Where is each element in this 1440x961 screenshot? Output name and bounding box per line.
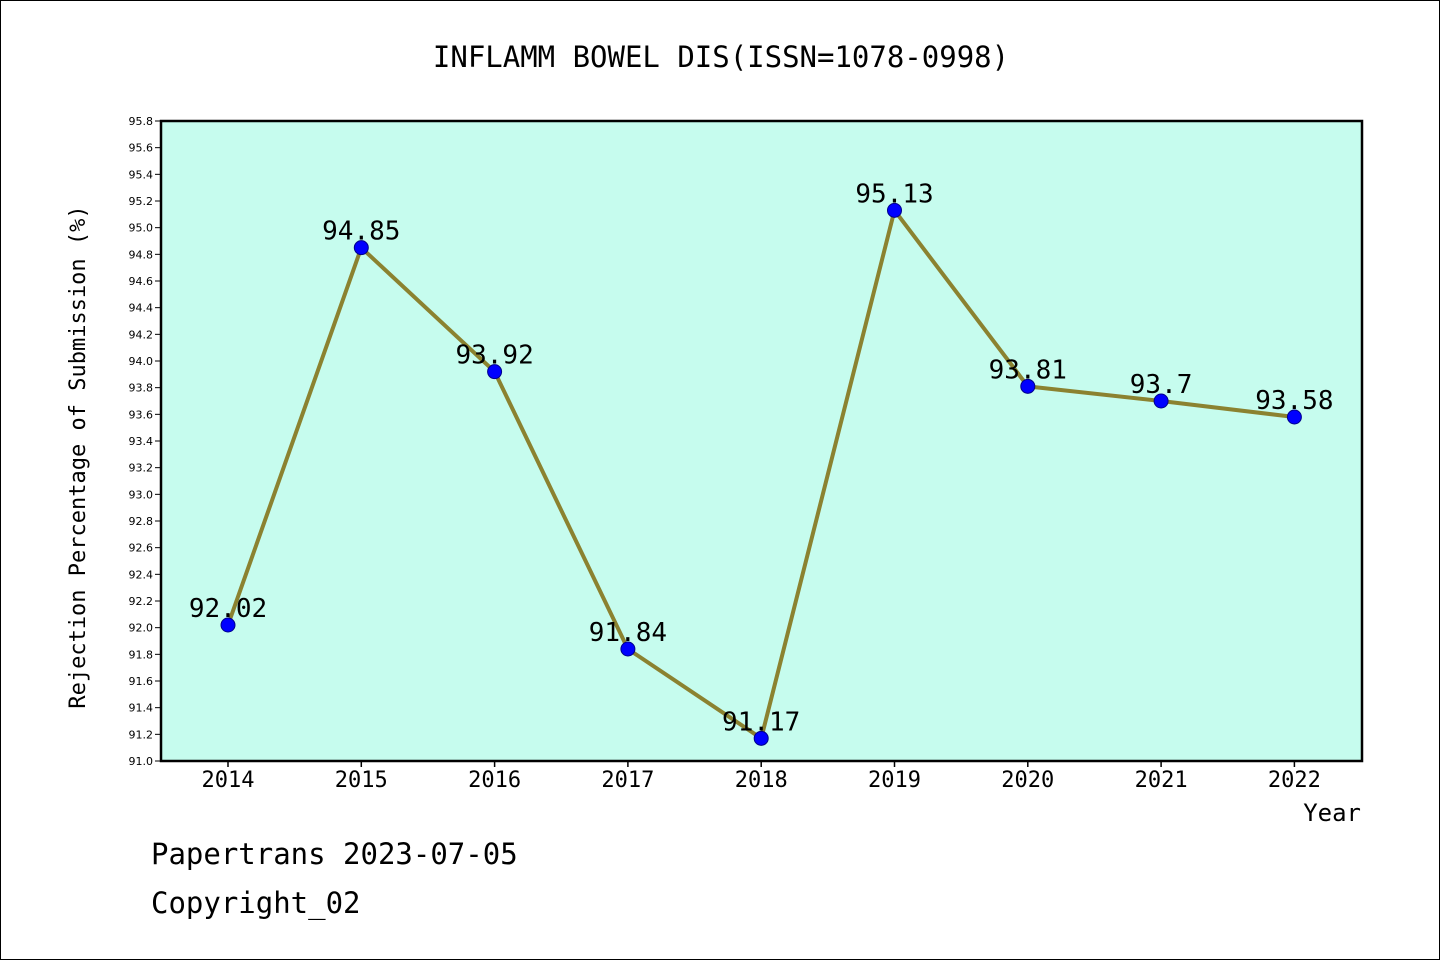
- data-point: [353, 240, 369, 256]
- y-tick-label: 95.6: [129, 142, 154, 155]
- y-axis-label: Rejection Percentage of Submission (%): [66, 205, 91, 708]
- x-tick-label: 2016: [468, 768, 521, 793]
- y-tick-label: 92.0: [129, 622, 154, 635]
- y-tick-label: 92.6: [129, 542, 154, 555]
- data-label: 93.7: [1130, 370, 1193, 400]
- y-tick-label: 95.0: [129, 222, 154, 235]
- y-tick-label: 91.4: [129, 702, 154, 715]
- y-tick-label: 94.4: [129, 302, 154, 315]
- data-point: [753, 730, 769, 746]
- data-label: 93.92: [455, 341, 533, 371]
- y-tick-label: 95.8: [129, 115, 154, 128]
- x-axis: 2014 2015 2016 2017 2018 2019 2020 2021 2022: [202, 761, 1321, 793]
- y-tick-label: 95.2: [129, 195, 154, 208]
- data-label: 94.85: [322, 217, 400, 247]
- footer-copyright: Copyright_02: [151, 886, 361, 920]
- data-label: 91.84: [589, 618, 667, 648]
- y-tick-label: 95.4: [129, 168, 154, 181]
- x-tick-label: 2014: [202, 768, 255, 793]
- x-axis-label: Year: [1303, 799, 1361, 827]
- y-tick-label: 94.8: [129, 248, 154, 261]
- data-point: [487, 364, 503, 380]
- y-tick-label: 92.4: [129, 568, 154, 581]
- data-point: [1153, 393, 1169, 409]
- x-tick-label: 2017: [601, 768, 654, 793]
- data-label: 92.02: [189, 594, 267, 624]
- x-tick-label: 2022: [1268, 768, 1321, 793]
- y-tick-label: 93.6: [129, 408, 154, 421]
- y-tick-label: 92.2: [129, 595, 154, 608]
- data-point: [620, 641, 636, 657]
- x-tick-label: 2015: [335, 768, 388, 793]
- y-tick-label: 93.0: [129, 488, 154, 501]
- footer-credit: Papertrans 2023-07-05: [151, 837, 518, 871]
- data-point: [1020, 378, 1036, 394]
- y-tick-label: 91.6: [129, 675, 154, 688]
- y-tick-label: 93.4: [129, 435, 154, 448]
- y-tick-label: 93.2: [129, 462, 154, 475]
- x-tick-label: 2019: [868, 768, 921, 793]
- x-tick-label: 2018: [735, 768, 788, 793]
- data-label: 95.13: [855, 179, 933, 209]
- x-tick-label: 2021: [1135, 768, 1188, 793]
- plot-area: [159, 119, 1364, 763]
- y-tick-label: 94.0: [129, 355, 154, 368]
- y-tick-label: 91.8: [129, 648, 154, 661]
- series-group: 92.02 94.85 93.92 91.84 91.17 95.13 93.81 93.7 9…: [189, 179, 1334, 746]
- y-tick-label: 93.8: [129, 382, 154, 395]
- data-label: 93.58: [1255, 386, 1333, 416]
- y-axis: 91.0 91.2 91.4 91.6 91.8 92.0 92.2 92.4 92.6 92.8…: [129, 115, 161, 768]
- y-tick-label: 91.0: [129, 755, 154, 768]
- x-tick-label: 2020: [1001, 768, 1054, 793]
- y-tick-label: 94.2: [129, 328, 154, 341]
- y-tick-label: 94.6: [129, 275, 154, 288]
- data-point: [887, 202, 902, 218]
- y-tick-label: 92.8: [129, 515, 154, 528]
- data-label: 93.81: [989, 355, 1067, 385]
- data-label: 91.17: [722, 707, 800, 737]
- y-tick-label: 91.2: [129, 728, 154, 741]
- chart-title: INFLAMM BOWEL DIS(ISSN=1078-0998): [433, 40, 1009, 74]
- data-point: [1286, 409, 1302, 425]
- data-point: [220, 617, 236, 633]
